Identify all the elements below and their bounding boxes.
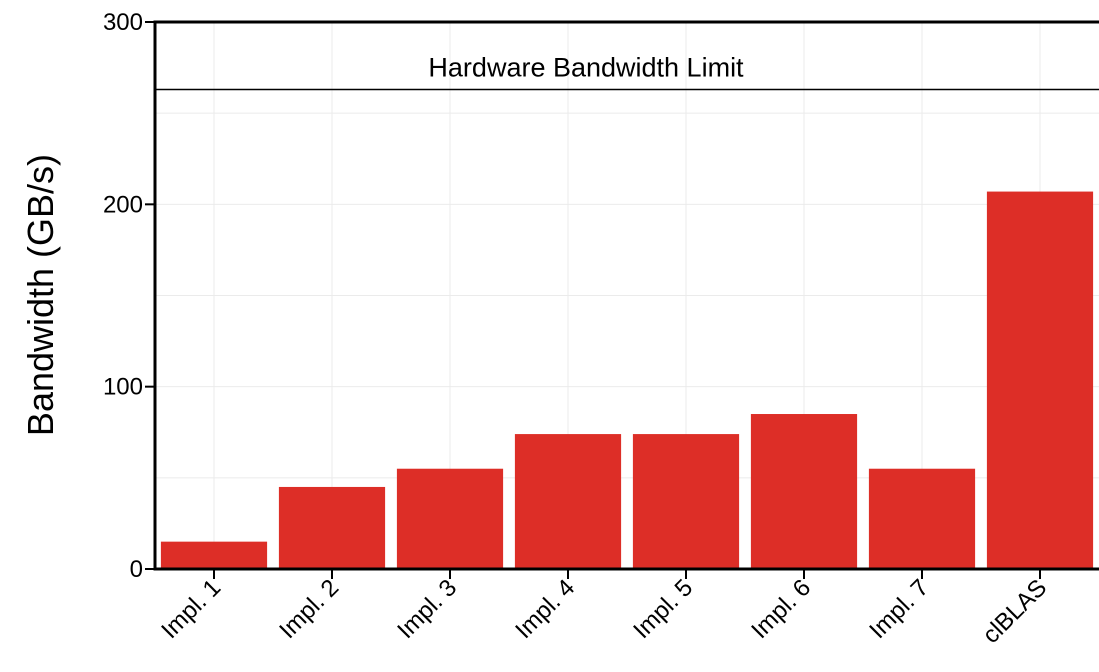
bar-impl-7 [868, 468, 976, 569]
y-tick-labels: 0 100 200 300 [103, 9, 143, 583]
bar-impl-4 [514, 434, 622, 569]
bar-clblas [986, 191, 1094, 569]
x-tick-label: Impl. 1 [156, 574, 226, 644]
x-tick-label: Impl. 4 [510, 574, 580, 644]
bar-impl-6 [750, 414, 858, 569]
bars [160, 191, 1094, 569]
bar-impl-1 [160, 541, 268, 569]
x-tick-labels: Impl. 1 Impl. 2 Impl. 3 Impl. 4 Impl. 5 Impl.… [156, 574, 1052, 649]
hardware-bandwidth-limit-label: Hardware Bandwidth Limit [428, 52, 744, 82]
bar-impl-3 [396, 468, 504, 569]
x-tick-label: Impl. 7 [864, 574, 934, 644]
y-axis-title: Bandwidth (GB/s) [20, 154, 61, 436]
x-tick-label: clBLAS [977, 574, 1052, 649]
x-tick-label: Impl. 3 [392, 574, 462, 644]
y-tick-label: 300 [103, 9, 143, 36]
bar-impl-2 [278, 486, 386, 569]
x-tick-label: Impl. 6 [746, 574, 816, 644]
x-tick-label: Impl. 5 [628, 574, 698, 644]
bar-impl-5 [632, 434, 740, 569]
axes [145, 20, 1099, 579]
x-tick-label: Impl. 2 [274, 574, 344, 644]
y-tick-label: 0 [130, 556, 143, 583]
y-tick-label: 100 [103, 374, 143, 401]
reference-line-group: Hardware Bandwidth Limit [155, 52, 1099, 91]
y-tick-label: 200 [103, 191, 143, 218]
